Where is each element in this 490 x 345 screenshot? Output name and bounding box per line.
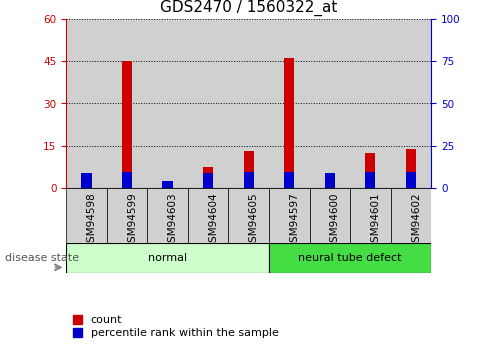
Bar [244,172,254,188]
Bar [244,151,254,188]
Text: GSM94601: GSM94601 [370,193,380,249]
Text: GSM94602: GSM94602 [411,193,421,249]
Bar [107,19,147,188]
FancyBboxPatch shape [310,188,350,243]
Bar [163,181,172,188]
Bar [163,181,172,188]
FancyBboxPatch shape [188,188,228,243]
Bar [203,167,213,188]
Bar [350,19,391,188]
Text: GSM94597: GSM94597 [289,193,299,249]
Bar [365,153,375,188]
Text: normal: normal [148,253,187,263]
Bar [284,58,294,188]
Bar [365,172,375,188]
Bar [325,174,335,188]
Bar [391,19,431,188]
Text: GSM94605: GSM94605 [249,193,259,249]
FancyBboxPatch shape [66,188,107,243]
Bar [325,173,335,188]
Bar [66,19,107,188]
FancyBboxPatch shape [269,243,431,273]
Text: GSM94598: GSM94598 [86,193,97,249]
Bar [228,19,269,188]
Text: neural tube defect: neural tube defect [298,253,402,263]
Bar [122,172,132,188]
FancyBboxPatch shape [107,188,147,243]
FancyBboxPatch shape [147,188,188,243]
Bar [406,172,416,188]
Text: GSM94604: GSM94604 [208,193,218,249]
Legend: count, percentile rank within the sample: count, percentile rank within the sample [72,314,280,339]
Bar [81,173,92,188]
Text: disease state: disease state [5,253,79,263]
Bar [284,172,294,188]
Text: GSM94600: GSM94600 [330,193,340,249]
Text: GSM94603: GSM94603 [168,193,177,249]
Bar [122,61,132,188]
Bar [310,19,350,188]
FancyBboxPatch shape [66,243,269,273]
FancyBboxPatch shape [350,188,391,243]
Bar [203,173,213,188]
Bar [81,175,92,188]
FancyBboxPatch shape [228,188,269,243]
FancyBboxPatch shape [269,188,310,243]
Title: GDS2470 / 1560322_at: GDS2470 / 1560322_at [160,0,337,16]
Text: GSM94599: GSM94599 [127,193,137,249]
Bar [269,19,310,188]
Bar [147,19,188,188]
FancyBboxPatch shape [391,188,431,243]
Bar [188,19,228,188]
Bar [406,149,416,188]
